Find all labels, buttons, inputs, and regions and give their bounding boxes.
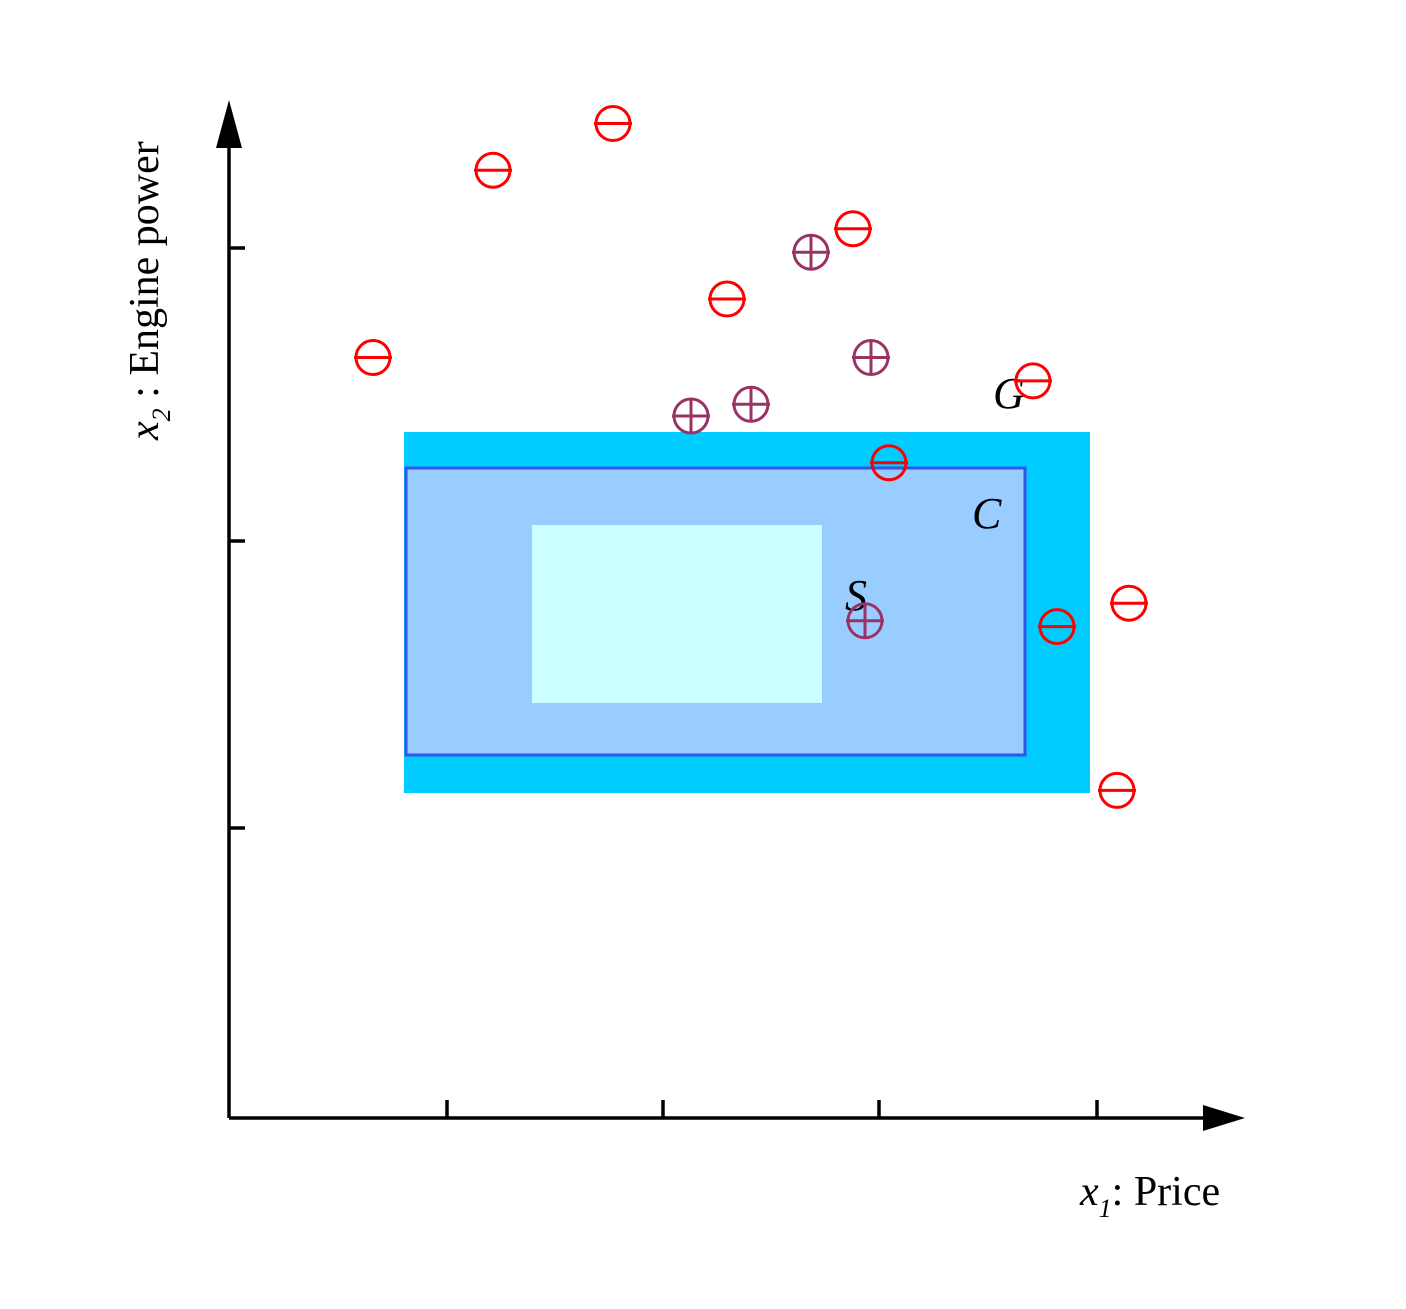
positive-example-icon xyxy=(852,339,890,376)
positive-example-icon xyxy=(672,397,710,435)
example-markers xyxy=(354,105,1148,809)
negative-example-icon xyxy=(870,444,908,482)
negative-example-icon xyxy=(594,105,632,142)
y-axis-arrow-icon xyxy=(216,100,242,148)
negative-example-icon xyxy=(834,210,872,248)
axes xyxy=(227,128,1215,1120)
positive-example-icon xyxy=(732,385,770,423)
positive-example-icon xyxy=(846,602,884,640)
negative-example-icon xyxy=(1098,771,1136,809)
negative-example-icon xyxy=(708,280,746,318)
x-axis-label: x1: Price xyxy=(1079,1169,1220,1223)
negative-example-icon xyxy=(1110,584,1148,622)
positive-example-icon xyxy=(792,233,830,271)
region-label-c: C xyxy=(972,489,1002,538)
negative-example-icon xyxy=(1014,362,1052,400)
region-label-s: S xyxy=(845,571,867,620)
negative-example-icon xyxy=(474,151,512,189)
y-axis-label: x2 : Engine power xyxy=(122,141,176,441)
region-s xyxy=(532,525,822,703)
x-axis-arrow-icon xyxy=(1203,1105,1245,1131)
negative-example-icon xyxy=(354,339,392,376)
negative-example-icon xyxy=(1038,608,1076,646)
